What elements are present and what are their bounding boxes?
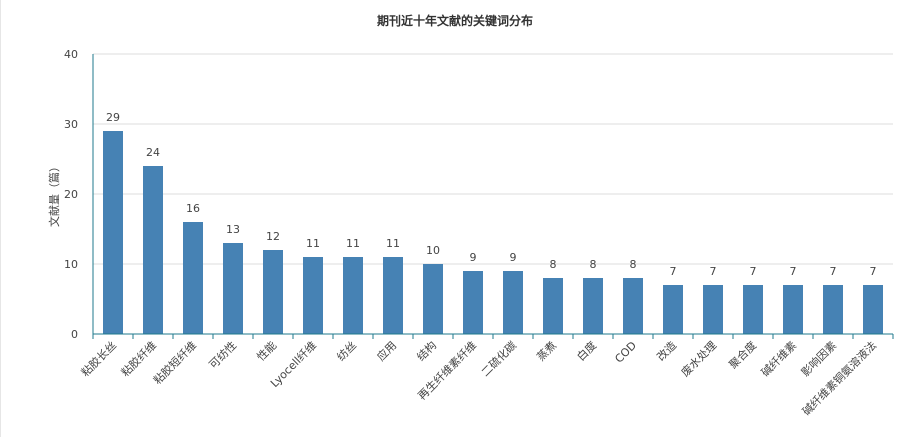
y-tick-label: 40 [64, 48, 78, 61]
bar [663, 285, 683, 334]
chart-title: 期刊近十年文献的关键词分布 [376, 14, 533, 28]
bar [863, 285, 883, 334]
bar-value-label: 9 [510, 251, 517, 264]
x-tick-label: 碱纤维素 [759, 339, 799, 379]
axes [92, 54, 894, 339]
x-tick-label: 可纺性 [206, 338, 239, 371]
bar [543, 278, 563, 334]
bar [703, 285, 723, 334]
grid-lines [93, 53, 893, 265]
bar-value-label: 11 [346, 237, 360, 250]
bar-value-label: 11 [386, 237, 400, 250]
bar [423, 264, 443, 334]
bar [263, 250, 283, 334]
bar-value-label: 10 [426, 244, 440, 257]
bar-value-label: 11 [306, 237, 320, 250]
bar [743, 285, 763, 334]
bar-value-label: 29 [106, 111, 120, 124]
x-tick-label: 性能 [254, 338, 279, 363]
bar [463, 271, 483, 334]
bar-value-label: 7 [830, 265, 837, 278]
bar-value-label: 7 [670, 265, 677, 278]
bar [783, 285, 803, 334]
bar [303, 257, 323, 334]
bar-value-label: 7 [710, 265, 717, 278]
x-tick-label: 粘胶纤维 [118, 338, 159, 379]
y-tick-label: 30 [64, 118, 78, 131]
x-tick-label: COD [612, 339, 639, 366]
bar [503, 271, 523, 334]
bars [103, 131, 883, 334]
bar [623, 278, 643, 334]
y-axis-title: 文献量（篇） [47, 161, 61, 227]
bar-value-label: 9 [470, 251, 477, 264]
bar [103, 131, 123, 334]
x-tick-label: 二硫化碳 [478, 338, 519, 379]
bar [223, 243, 243, 334]
labels: 0 10 20 30 40 文献量（篇） 29 粘胶长丝 24 粘胶纤维 16 粘胶短纤维 13 可纺性 1… [47, 48, 879, 418]
bar-value-label: 8 [550, 258, 557, 271]
bar-value-label: 12 [266, 230, 280, 243]
x-tick-label: 应用 [374, 338, 399, 363]
x-tick-label: 粘胶长丝 [78, 338, 119, 379]
bar [183, 222, 203, 334]
bar [383, 257, 403, 334]
x-tick-label: 粘胶短纤维 [150, 338, 199, 387]
bar [823, 285, 843, 334]
x-tick-label: 纺丝 [334, 338, 359, 363]
x-tick-label: 废水处理 [678, 338, 719, 379]
bar-value-label: 16 [186, 202, 200, 215]
bar-value-label: 7 [870, 265, 877, 278]
x-tick-label: 碱纤维素铜氨溶液法 [799, 338, 879, 418]
bar-value-label: 7 [790, 265, 797, 278]
bar-value-label: 24 [146, 146, 160, 159]
bar-value-label: 8 [590, 258, 597, 271]
x-tick-label: 影响因素 [799, 339, 839, 379]
x-tick-label: 改造 [654, 338, 679, 363]
bar-value-label: 7 [750, 265, 757, 278]
x-tick-label: 蒸煮 [534, 339, 559, 364]
page-left-border [0, 0, 1, 437]
bar [583, 278, 603, 334]
y-tick-label: 0 [71, 328, 78, 341]
x-tick-label: 结构 [414, 338, 439, 363]
y-tick-label: 20 [64, 188, 78, 201]
bar-value-label: 13 [226, 223, 240, 236]
x-tick-label: 聚合度 [726, 338, 759, 371]
bar-value-label: 8 [630, 258, 637, 271]
bar [343, 257, 363, 334]
x-tick-label: 白度 [574, 338, 599, 363]
y-tick-label: 10 [64, 258, 78, 271]
bar [143, 166, 163, 334]
